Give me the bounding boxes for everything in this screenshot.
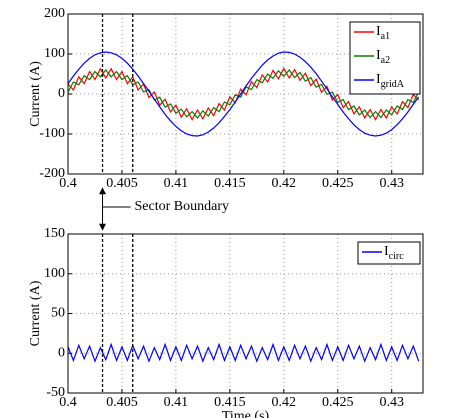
- y-tick-label: 200: [44, 6, 65, 21]
- y-tick-label: 0: [58, 345, 65, 360]
- x-tick-label: 0.43: [379, 395, 404, 410]
- y-tick-label: -50: [46, 385, 65, 400]
- x-tick-label: 0.405: [106, 176, 138, 191]
- legend-label: IgridA: [376, 72, 405, 90]
- line-series: [68, 342, 420, 363]
- y-tick-label: 100: [44, 46, 65, 61]
- axes-frame: [67, 13, 424, 175]
- y-axis-label: Current (A): [28, 280, 43, 346]
- x-tick-label: 0.425: [322, 395, 354, 410]
- y-tick-label: 0: [58, 86, 65, 101]
- legend-label: Ia1: [376, 24, 390, 42]
- plot-area: [68, 342, 420, 363]
- annotation: Sector Boundary: [135, 199, 229, 214]
- y-tick-label: -200: [39, 166, 65, 181]
- line-series: [68, 69, 420, 119]
- x-tick-label: 0.405: [106, 395, 138, 410]
- x-tick-label: 0.43: [379, 176, 404, 191]
- y-tick-label: 100: [44, 266, 65, 281]
- legend-label: Icirc: [384, 244, 404, 262]
- plot-area: [68, 51, 420, 137]
- y-tick-label: -100: [39, 126, 65, 141]
- legend-label: Ia2: [376, 48, 390, 66]
- x-tick-label: 0.41: [164, 395, 189, 410]
- x-tick-label: 0.4: [59, 176, 77, 191]
- y-tick-label: 50: [51, 306, 65, 321]
- x-tick-label: 0.42: [272, 395, 297, 410]
- x-tick-label: 0.415: [214, 176, 246, 191]
- line-series: [68, 51, 420, 137]
- y-axis-label: Current (A): [28, 61, 43, 127]
- legend-box: [357, 241, 421, 265]
- x-tick-label: 0.415: [214, 395, 246, 410]
- x-tick-label: 0.425: [322, 176, 354, 191]
- y-tick-label: 150: [44, 226, 65, 241]
- legend-box: [349, 21, 421, 95]
- x-axis-label: Time (s): [222, 409, 270, 418]
- x-tick-label: 0.4: [59, 395, 77, 410]
- x-tick-label: 0.41: [164, 176, 189, 191]
- axes-frame: [67, 233, 424, 394]
- x-tick-label: 0.42: [272, 176, 297, 191]
